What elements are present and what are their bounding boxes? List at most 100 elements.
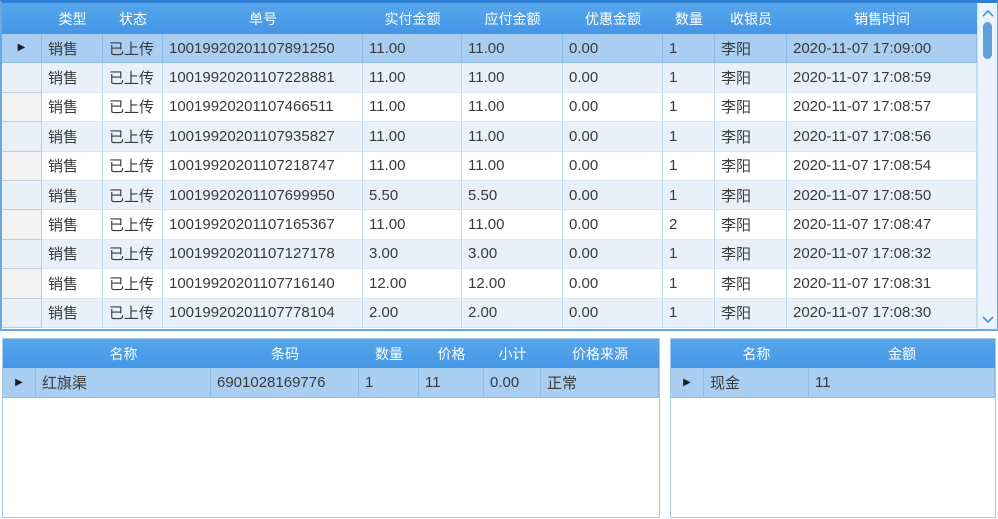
cell-price-source[interactable]: 正常	[541, 368, 659, 398]
column-header-payable-amount[interactable]: 应付金额	[484, 10, 541, 27]
table-row[interactable]: 销售 已上传 10019920201107466511 11.00 11.00 0.00 1…	[2, 92, 977, 123]
vertical-scrollbar[interactable]	[977, 3, 997, 329]
cell-quantity[interactable]: 1	[663, 180, 715, 211]
cell-status[interactable]: 已上传	[103, 210, 163, 240]
column-header-item-name[interactable]: 名称	[109, 345, 138, 362]
cell-cashier[interactable]: 李阳	[715, 63, 787, 93]
cell-quantity[interactable]: 1	[663, 63, 715, 93]
cell-type[interactable]: 销售	[42, 239, 103, 270]
cell-cashier[interactable]: 李阳	[715, 92, 787, 123]
column-header-amount[interactable]: 金额	[888, 345, 916, 362]
table-row[interactable]: ▶ 红旗渠 6901028169776 1 11 0.00 正常	[3, 368, 659, 398]
cell-paid-amount[interactable]: 11.00	[363, 210, 462, 240]
cell-sale-time[interactable]: 2020-11-07 17:08:30	[787, 298, 977, 328]
row-selector[interactable]: ▶	[671, 368, 704, 398]
cell-type[interactable]: 销售	[42, 122, 103, 152]
cell-discount-amount[interactable]: 0.00	[563, 180, 663, 211]
cell-type[interactable]: 销售	[42, 151, 103, 181]
cell-order-no[interactable]: 10019920201107935827	[163, 122, 363, 152]
column-header-discount-amount[interactable]: 优惠金额	[585, 10, 641, 27]
row-selector[interactable]	[2, 92, 42, 123]
cell-cashier[interactable]: 李阳	[715, 298, 787, 328]
row-selector[interactable]	[2, 151, 42, 181]
cell-status[interactable]: 已上传	[103, 180, 163, 211]
cell-type[interactable]: 销售	[42, 63, 103, 93]
column-header-payment-name[interactable]: 名称	[742, 345, 771, 362]
cell-payable-amount[interactable]: 11.00	[462, 34, 563, 64]
cell-order-no[interactable]: 10019920201107699950	[163, 180, 363, 211]
cell-discount-amount[interactable]: 0.00	[563, 151, 663, 181]
cell-payable-amount[interactable]: 11.00	[462, 63, 563, 93]
cell-status[interactable]: 已上传	[103, 298, 163, 328]
cell-sale-time[interactable]: 2020-11-07 17:08:50	[787, 180, 977, 211]
scrollbar-thumb[interactable]	[983, 22, 992, 59]
cell-cashier[interactable]: 李阳	[715, 239, 787, 270]
row-selector[interactable]	[2, 298, 42, 328]
cell-quantity[interactable]: 1	[663, 269, 715, 299]
column-header-price[interactable]: 价格	[437, 345, 466, 362]
cell-type[interactable]: 销售	[42, 34, 103, 64]
cell-sale-time[interactable]: 2020-11-07 17:09:00	[787, 34, 977, 64]
row-selector[interactable]	[2, 180, 42, 211]
cell-paid-amount[interactable]: 11.00	[363, 122, 462, 152]
cell-subtotal[interactable]: 0.00	[484, 368, 541, 398]
column-header-subtotal[interactable]: 小计	[498, 345, 527, 362]
row-selector[interactable]	[2, 122, 42, 152]
table-row[interactable]: ▶ 销售 已上传 10019920201107891250 11.00 11.00 0.00…	[2, 34, 977, 64]
table-row[interactable]: 销售 已上传 10019920201107127178 3.00 3.00 0.00 1 李阳…	[2, 239, 977, 270]
table-row[interactable]: 销售 已上传 10019920201107716140 12.00 12.00 0.00 1…	[2, 269, 977, 299]
table-row[interactable]: 销售 已上传 10019920201107935827 11.00 11.00 0.00 1…	[2, 122, 977, 152]
cell-sale-time[interactable]: 2020-11-07 17:08:31	[787, 269, 977, 299]
column-header-order-no[interactable]: 单号	[249, 10, 277, 27]
column-header-cashier[interactable]: 收银员	[730, 10, 772, 27]
column-header-sale-time[interactable]: 销售时间	[854, 10, 910, 27]
cell-sale-time[interactable]: 2020-11-07 17:08:54	[787, 151, 977, 181]
cell-quantity[interactable]: 2	[663, 210, 715, 240]
cell-payable-amount[interactable]: 11.00	[462, 122, 563, 152]
cell-quantity[interactable]: 1	[663, 239, 715, 270]
cell-payable-amount[interactable]: 5.50	[462, 180, 563, 211]
cell-quantity[interactable]: 1	[359, 368, 419, 398]
cell-order-no[interactable]: 10019920201107218747	[163, 151, 363, 181]
cell-paid-amount[interactable]: 12.00	[363, 269, 462, 299]
cell-quantity[interactable]: 1	[663, 151, 715, 181]
cell-status[interactable]: 已上传	[103, 63, 163, 93]
table-row[interactable]: ▶ 现金 11	[671, 368, 995, 398]
cell-type[interactable]: 销售	[42, 210, 103, 240]
cell-amount[interactable]: 11	[809, 368, 995, 398]
scroll-up-button[interactable]	[978, 5, 997, 21]
cell-status[interactable]: 已上传	[103, 239, 163, 270]
cell-price[interactable]: 11	[419, 368, 484, 398]
cell-cashier[interactable]: 李阳	[715, 122, 787, 152]
cell-paid-amount[interactable]: 11.00	[363, 34, 462, 64]
cell-quantity[interactable]: 1	[663, 34, 715, 64]
cell-barcode[interactable]: 6901028169776	[211, 368, 359, 398]
cell-quantity[interactable]: 1	[663, 122, 715, 152]
cell-paid-amount[interactable]: 11.00	[363, 151, 462, 181]
cell-cashier[interactable]: 李阳	[715, 180, 787, 211]
row-selector[interactable]	[2, 63, 42, 93]
cell-payable-amount[interactable]: 2.00	[462, 298, 563, 328]
column-header-quantity[interactable]: 数量	[675, 10, 703, 27]
cell-paid-amount[interactable]: 3.00	[363, 239, 462, 270]
cell-type[interactable]: 销售	[42, 180, 103, 211]
table-row[interactable]: 销售 已上传 10019920201107218747 11.00 11.00 0.00 1…	[2, 151, 977, 181]
scroll-down-button[interactable]	[978, 311, 997, 327]
cell-discount-amount[interactable]: 0.00	[563, 210, 663, 240]
cell-sale-time[interactable]: 2020-11-07 17:08:32	[787, 239, 977, 270]
cell-quantity[interactable]: 1	[663, 92, 715, 123]
cell-order-no[interactable]: 10019920201107228881	[163, 63, 363, 93]
cell-order-no[interactable]: 10019920201107466511	[163, 92, 363, 123]
cell-order-no[interactable]: 10019920201107165367	[163, 210, 363, 240]
cell-sale-time[interactable]: 2020-11-07 17:08:59	[787, 63, 977, 93]
cell-type[interactable]: 销售	[42, 298, 103, 328]
cell-type[interactable]: 销售	[42, 269, 103, 299]
column-header-paid-amount[interactable]: 实付金额	[384, 10, 441, 27]
column-header-quantity[interactable]: 数量	[375, 345, 403, 362]
cell-payable-amount[interactable]: 11.00	[462, 92, 563, 123]
cell-order-no[interactable]: 10019920201107891250	[163, 34, 363, 64]
row-selector[interactable]	[2, 269, 42, 299]
cell-discount-amount[interactable]: 0.00	[563, 298, 663, 328]
cell-quantity[interactable]: 1	[663, 298, 715, 328]
row-selector[interactable]: ▶	[3, 368, 36, 398]
